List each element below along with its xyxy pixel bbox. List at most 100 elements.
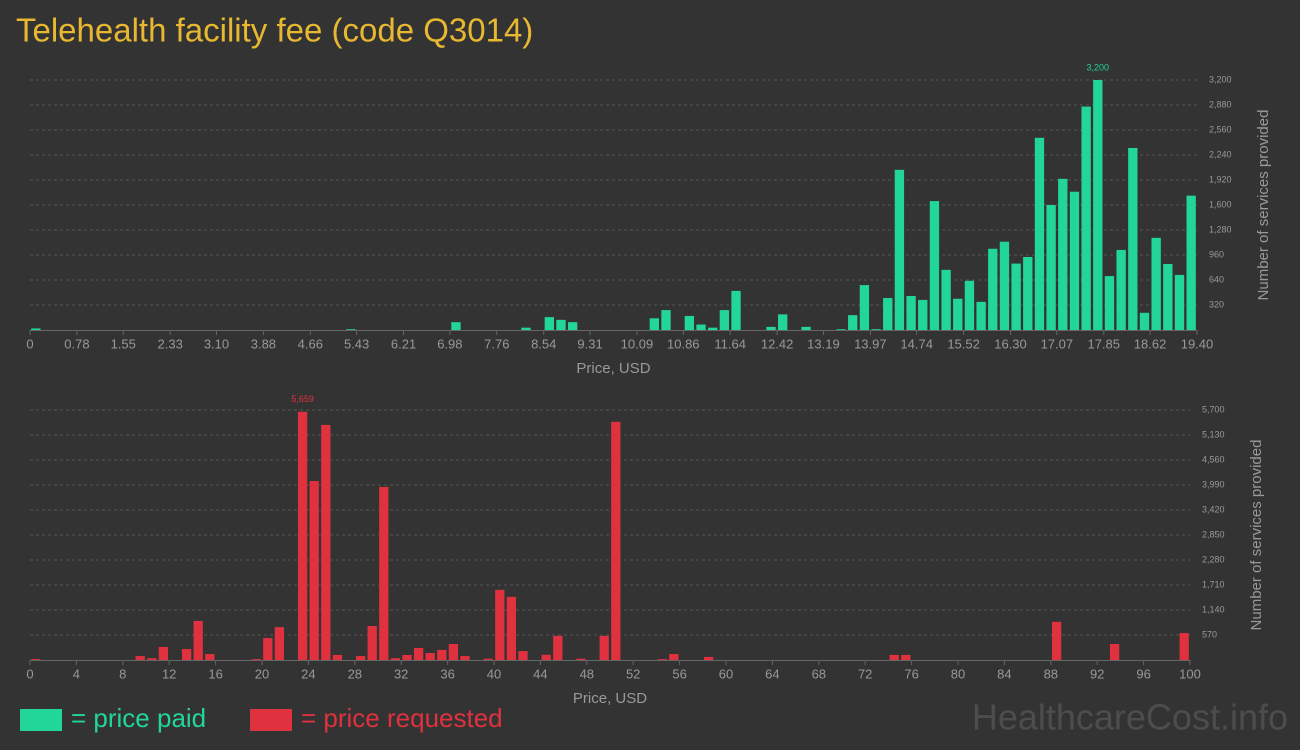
bar: [379, 486, 389, 660]
x-tick-label: 4: [73, 666, 80, 681]
value-label: 3,200: [1087, 62, 1110, 72]
x-tick-label: 17.85: [1087, 336, 1120, 351]
bar: [1128, 147, 1138, 330]
x-tick-label: 4.66: [298, 336, 323, 351]
bar: [321, 424, 331, 660]
y-tick-label: 2,850: [1202, 529, 1225, 539]
bar: [766, 326, 776, 330]
bar: [611, 421, 621, 660]
bar: [390, 658, 401, 660]
bar: [355, 656, 366, 660]
bar: [31, 328, 41, 330]
x-tick-label: 12: [162, 666, 176, 681]
bar: [988, 248, 998, 330]
x-tick-label: 20: [255, 666, 269, 681]
bar: [541, 654, 551, 660]
x-tick-label: 9.31: [577, 336, 602, 351]
bar: [1046, 205, 1056, 330]
x-tick-label: 88: [1044, 666, 1058, 681]
y-tick-label: 640: [1209, 274, 1224, 284]
x-tick-label: 19.40: [1181, 336, 1214, 351]
bar: [448, 643, 459, 660]
x-tick-label: 10.86: [667, 336, 700, 351]
bar: [274, 627, 285, 660]
x-axis-title: Price, USD: [573, 690, 647, 707]
bar: [661, 310, 671, 330]
x-tick-label: 84: [997, 666, 1011, 681]
bar: [649, 318, 660, 330]
x-tick-label: 0: [26, 666, 33, 681]
y-axis-title: Number of services provided: [1255, 110, 1272, 301]
bar: [181, 649, 192, 660]
bar: [521, 327, 531, 330]
x-tick-label: 0.78: [64, 336, 89, 351]
bar: [576, 658, 586, 660]
bar: [731, 290, 741, 330]
bar: [1034, 137, 1045, 330]
bar: [135, 656, 145, 660]
bar: [158, 647, 169, 660]
bar: [1011, 263, 1021, 330]
y-tick-label: 2,560: [1209, 124, 1232, 134]
bar: [889, 654, 899, 660]
y-tick-label: 1,710: [1202, 579, 1225, 589]
y-tick-label: 5,130: [1202, 429, 1225, 439]
bar: [1186, 195, 1196, 330]
bar: [346, 329, 356, 330]
x-tick-label: 56: [672, 666, 686, 681]
bar: [1081, 106, 1091, 330]
bar: [367, 626, 377, 660]
x-tick-label: 7.76: [484, 336, 509, 351]
y-tick-label: 2,880: [1209, 99, 1232, 109]
x-tick-label: 2.33: [158, 336, 183, 351]
x-axis-title: Price, USD: [576, 360, 650, 377]
bar: [205, 653, 215, 660]
x-tick-label: 16: [208, 666, 222, 681]
y-tick-label: 1,600: [1209, 199, 1232, 209]
x-tick-label: 24: [301, 666, 315, 681]
y-axis-title: Number of services provided: [1248, 440, 1265, 631]
bar: [297, 411, 308, 660]
x-tick-label: 96: [1136, 666, 1150, 681]
bar: [906, 296, 916, 330]
x-tick-label: 12.42: [761, 336, 794, 351]
y-tick-label: 4,560: [1202, 454, 1225, 464]
bar: [871, 329, 881, 330]
bar: [332, 654, 343, 660]
x-tick-label: 8.54: [531, 336, 556, 351]
bar: [1139, 312, 1150, 330]
bar: [1109, 643, 1120, 660]
y-tick-label: 5,700: [1202, 404, 1225, 414]
x-tick-label: 68: [812, 666, 826, 681]
legend-swatch: [250, 709, 292, 731]
x-tick-label: 6.98: [437, 336, 462, 351]
bar: [518, 651, 528, 660]
bar: [451, 322, 461, 330]
x-tick-label: 16.30: [994, 336, 1027, 351]
watermark: HealthcareCost.info: [972, 697, 1288, 738]
legend-swatch: [20, 709, 62, 731]
bar: [1023, 256, 1033, 330]
x-tick-label: 17.07: [1041, 336, 1074, 351]
bar: [941, 269, 951, 330]
x-tick-label: 11.64: [714, 336, 746, 351]
bar: [251, 659, 261, 660]
bar: [506, 596, 517, 660]
x-tick-label: 15.52: [947, 336, 980, 351]
bar: [859, 285, 870, 330]
bar: [553, 635, 563, 660]
bar: [460, 656, 470, 660]
x-tick-label: 13.19: [807, 336, 840, 351]
x-tick-label: 18.62: [1134, 336, 1167, 351]
bar: [894, 169, 905, 330]
y-tick-label: 2,280: [1202, 554, 1225, 564]
bar: [1104, 276, 1115, 330]
bar: [964, 280, 975, 330]
bar: [544, 317, 554, 330]
bar: [556, 319, 566, 330]
bar: [413, 647, 424, 660]
bar: [999, 241, 1010, 330]
bar: [953, 298, 963, 330]
bar: [1151, 237, 1161, 330]
bar: [263, 638, 273, 660]
